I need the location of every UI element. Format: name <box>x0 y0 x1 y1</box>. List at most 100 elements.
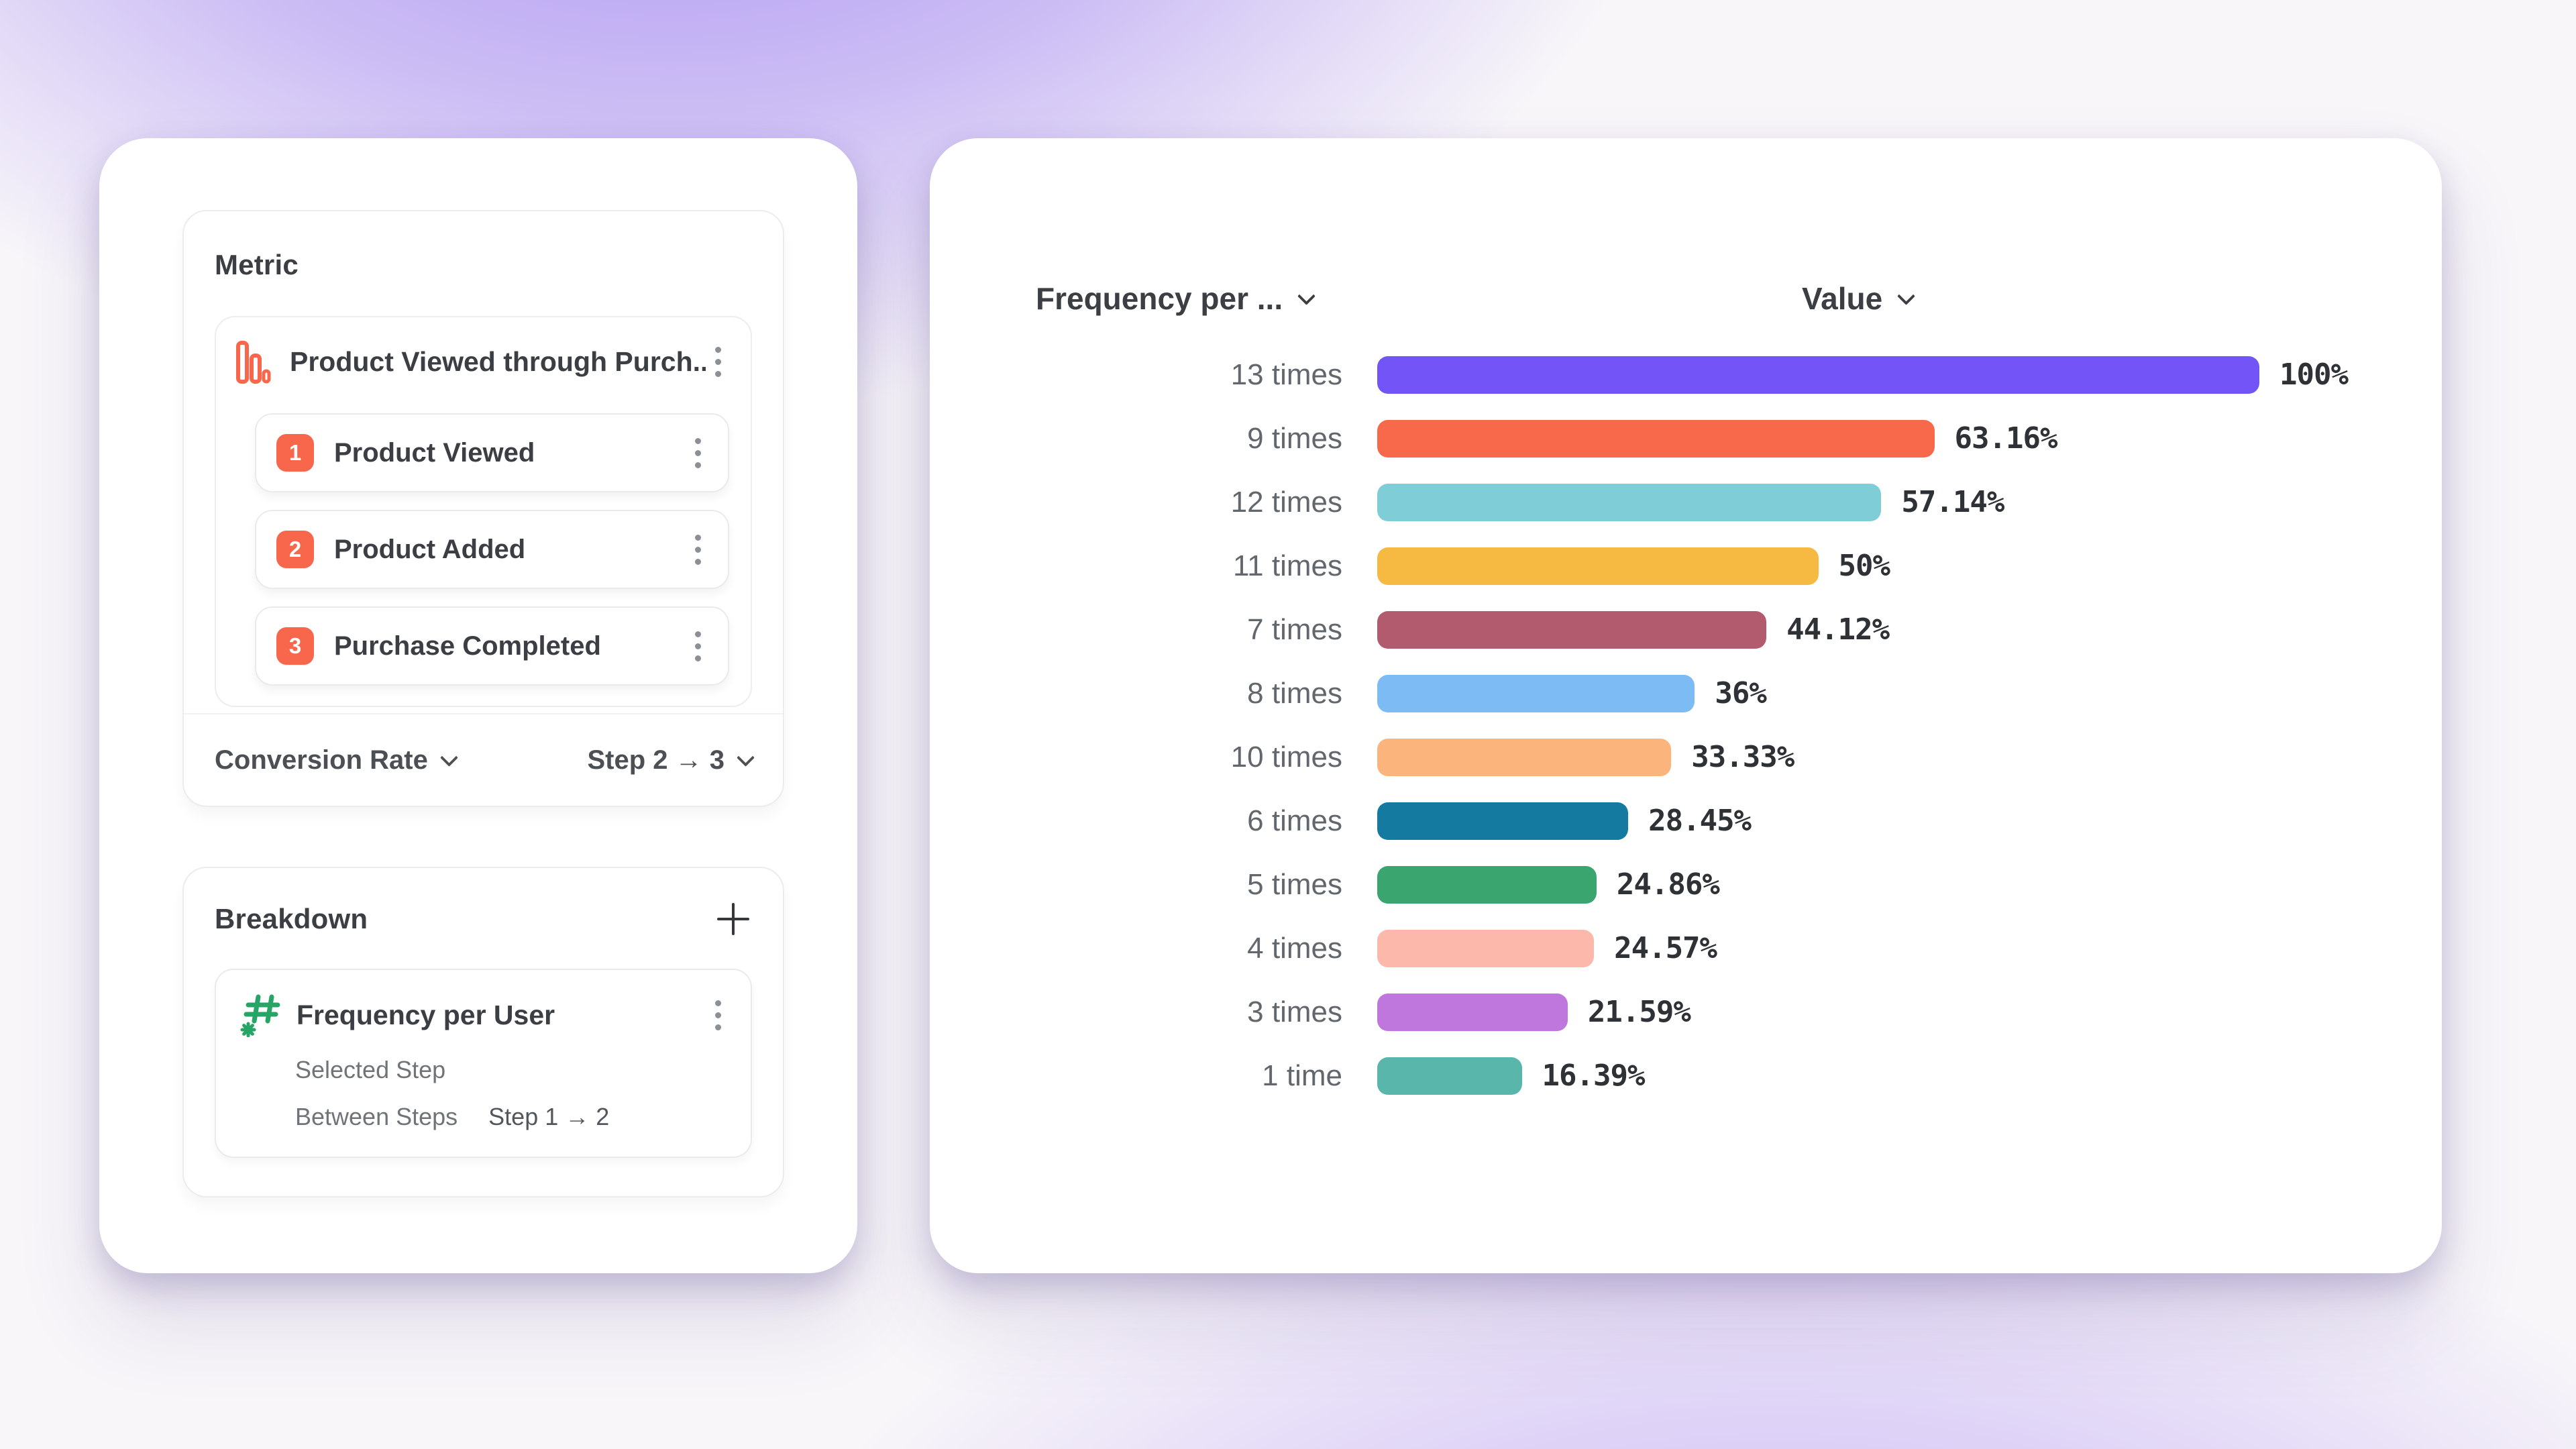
breakdown-header-row: Breakdown <box>215 900 752 938</box>
kebab-menu-icon[interactable] <box>706 994 731 1037</box>
step-row-3[interactable]: 3 Purchase Completed <box>255 606 729 686</box>
query-builder-panel: Metric Product Viewed through Purch... <box>99 138 857 1273</box>
bar-value: 24.57% <box>1614 931 1717 965</box>
funnel-steps-list: 1 Product Viewed 2 Product Added 3 Purch… <box>255 413 729 686</box>
bar[interactable] <box>1377 610 1767 649</box>
kebab-menu-icon[interactable] <box>706 340 731 384</box>
funnel-header-row[interactable]: Product Viewed through Purch... <box>236 340 731 384</box>
breakdown-section: Breakdown <box>182 867 784 1197</box>
chart-card: Frequency per ... Value 13 times 100% 9 ti… <box>930 138 2442 1273</box>
bar[interactable] <box>1377 674 1695 712</box>
row-label: 8 times <box>1247 676 1342 710</box>
breakdown-selected-step[interactable]: Selected Step <box>295 1056 446 1083</box>
step-label: Product Added <box>334 534 526 564</box>
chevron-down-icon <box>439 748 458 767</box>
breakdown-item-card[interactable]: Frequency per User Selected Step Between… <box>215 969 752 1158</box>
chevron-down-icon <box>737 748 755 767</box>
bar-value: 21.59% <box>1587 995 1691 1029</box>
step-label: Product Viewed <box>334 437 535 468</box>
between-steps-value: Step 1 → 2 <box>488 1103 610 1130</box>
step-number-badge: 2 <box>276 531 314 568</box>
step-label: Purchase Completed <box>334 631 601 661</box>
chart-rows: 13 times 100% 9 times 63.16% 12 times 57.14% 1… <box>930 343 2442 1108</box>
row-label: 12 times <box>1230 485 1342 519</box>
funnel-group-card[interactable]: Product Viewed through Purch... 1 Produc… <box>215 316 752 707</box>
bar-value: 50% <box>1838 549 1890 583</box>
value-column-header[interactable]: Value <box>1802 280 1916 317</box>
breakdown-between-steps-row[interactable]: Between Steps Step 1 → 2 <box>295 1103 731 1131</box>
row-label: 13 times <box>1230 358 1342 391</box>
chart-row: 13 times 100% <box>930 343 2442 407</box>
chart-row: 7 times 44.12% <box>930 598 2442 661</box>
bar-value: 36% <box>1715 676 1766 710</box>
kebab-menu-icon[interactable] <box>686 431 710 475</box>
row-label: 6 times <box>1247 804 1342 837</box>
bar-value: 28.45% <box>1648 804 1752 838</box>
chart-row: 6 times 28.45% <box>930 789 2442 853</box>
bar[interactable] <box>1377 738 1672 776</box>
chart-row: 4 times 24.57% <box>930 916 2442 980</box>
row-label: 7 times <box>1247 612 1342 646</box>
row-label: 1 time <box>1262 1059 1342 1092</box>
bar-value: 16.39% <box>1542 1059 1646 1093</box>
frequency-column-header[interactable]: Frequency per ... <box>1036 280 1316 317</box>
value-column-header-label: Value <box>1802 281 1883 316</box>
hash-icon <box>240 994 280 1037</box>
bar[interactable] <box>1377 483 1882 521</box>
step-row-1[interactable]: 1 Product Viewed <box>255 413 729 492</box>
row-label: 4 times <box>1247 931 1342 965</box>
chart-row: 1 time 16.39% <box>930 1044 2442 1108</box>
bar[interactable] <box>1377 929 1595 967</box>
bar-value: 100% <box>2279 358 2349 392</box>
step-range-label: Step 2 → 3 <box>587 745 724 775</box>
step-row-2[interactable]: 2 Product Added <box>255 510 729 589</box>
bar-value: 24.86% <box>1616 867 1720 902</box>
metric-footer-row: Conversion Rate Step 2 → 3 <box>184 713 783 806</box>
breakdown-section-title: Breakdown <box>215 903 368 934</box>
chart-row: 5 times 24.86% <box>930 853 2442 916</box>
chart-row: 9 times 63.16% <box>930 407 2442 470</box>
bar[interactable] <box>1377 419 1935 458</box>
kebab-menu-icon[interactable] <box>686 625 710 668</box>
chevron-down-icon <box>1897 286 1916 305</box>
conversion-rate-dropdown[interactable]: Conversion Rate <box>215 745 458 775</box>
bar-value: 57.14% <box>1901 485 2004 519</box>
row-label: 9 times <box>1247 421 1342 455</box>
funnel-name: Product Viewed through Purch... <box>290 346 706 377</box>
metric-section-title: Metric <box>215 249 299 280</box>
add-breakdown-button plus-icon[interactable] <box>714 900 752 938</box>
kebab-menu-icon[interactable] <box>686 528 710 572</box>
bar[interactable] <box>1377 993 1568 1031</box>
bar-chart-icon <box>236 340 271 384</box>
chevron-down-icon <box>1297 286 1316 305</box>
breakdown-item-name: Frequency per User <box>297 999 555 1030</box>
chart-row: 12 times 57.14% <box>930 470 2442 534</box>
frequency-column-header-label: Frequency per ... <box>1036 281 1283 316</box>
row-label: 3 times <box>1247 995 1342 1028</box>
chart-header-row: Frequency per ... Value <box>930 280 2442 341</box>
chart-row: 8 times 36% <box>930 661 2442 725</box>
row-label: 11 times <box>1232 549 1342 582</box>
step-number-badge: 1 <box>276 434 314 472</box>
bar-value: 33.33% <box>1691 740 1794 774</box>
chart-row: 3 times 21.59% <box>930 980 2442 1044</box>
metric-section-body: Metric Product Viewed through Purch... <box>184 211 783 713</box>
between-steps-label: Between Steps <box>295 1103 458 1130</box>
breakdown-item-header: Frequency per User <box>240 993 731 1037</box>
step-number-badge: 3 <box>276 627 314 665</box>
bar[interactable] <box>1377 802 1629 840</box>
metric-section: Metric Product Viewed through Purch... <box>182 210 784 807</box>
chart-row: 11 times 50% <box>930 534 2442 598</box>
bar[interactable] <box>1377 1057 1522 1095</box>
bar[interactable] <box>1377 547 1819 585</box>
conversion-rate-label: Conversion Rate <box>215 745 428 775</box>
bar[interactable] <box>1377 356 2259 394</box>
row-label: 5 times <box>1247 867 1342 901</box>
bar-value: 44.12% <box>1786 612 1890 647</box>
bar-value: 63.16% <box>1954 421 2058 455</box>
chart-row: 10 times 33.33% <box>930 725 2442 789</box>
row-label: 10 times <box>1230 740 1342 773</box>
bar[interactable] <box>1377 865 1597 904</box>
step-range-dropdown[interactable]: Step 2 → 3 <box>587 745 755 775</box>
